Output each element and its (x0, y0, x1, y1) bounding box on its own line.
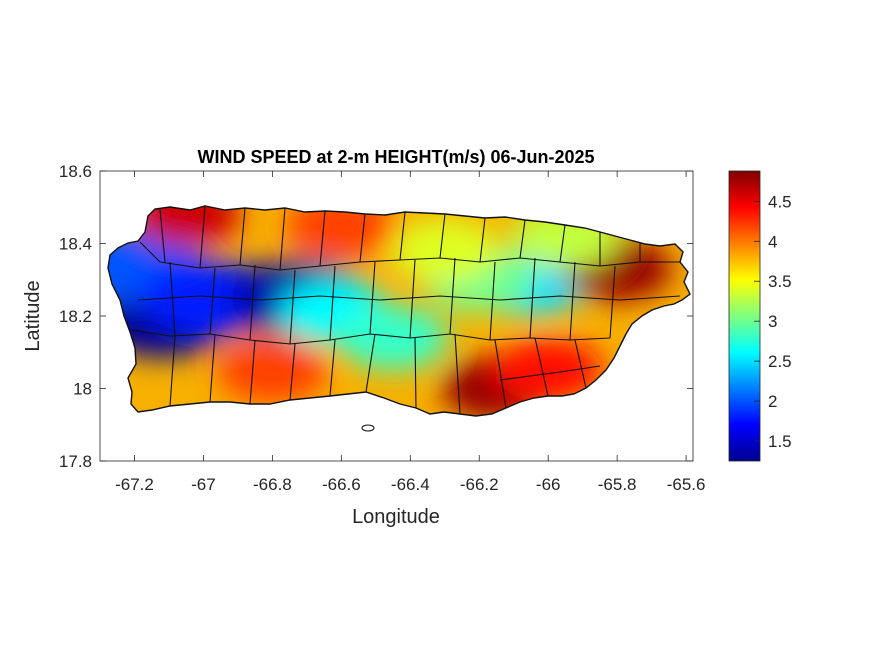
y-tick-label: 18.6 (59, 162, 92, 181)
municipality-boundary (449, 257, 456, 335)
municipality-boundary (414, 337, 417, 409)
colorbar-tick-label: 2.5 (768, 352, 792, 371)
colorbar-tick-label: 4 (768, 232, 777, 251)
y-tick-label: 18.4 (59, 235, 92, 254)
municipality-boundary (209, 333, 216, 403)
municipality-boundary (534, 337, 549, 397)
x-tick-label: -66.6 (322, 475, 361, 494)
wind-speed-hotspot (389, 218, 500, 283)
municipality-boundary (169, 261, 176, 337)
x-tick-label: -67 (191, 475, 216, 494)
municipality-boundary (169, 335, 176, 407)
x-tick-label: -66.4 (391, 475, 430, 494)
colorbar-ticks: 1.5 2 2.5 3 3.5 4 4.5 (754, 192, 792, 451)
municipality-boundary (289, 269, 296, 345)
municipality-boundary (499, 365, 601, 381)
wind-speed-hotspot (493, 338, 604, 403)
colorbar (728, 170, 761, 462)
y-axis: 17.8 18 18.2 18.4 18.6 (59, 162, 693, 471)
chart-title: WIND SPEED at 2-m HEIGHT(m/s) 06-Jun-202… (197, 147, 594, 167)
municipality-boundary (489, 261, 496, 341)
x-tick-label: -66 (536, 475, 561, 494)
municipality-boundaries (131, 205, 681, 415)
y-axis-label: Latitude (22, 280, 44, 351)
municipality-boundary (329, 339, 336, 397)
municipality-boundary (479, 217, 486, 263)
colorbar-tick-label: 3 (768, 312, 777, 331)
x-tick-label: -65.6 (667, 475, 706, 494)
municipality-boundary (559, 224, 566, 263)
municipality-boundary (137, 295, 681, 301)
municipality-boundary (399, 211, 406, 261)
municipality-boundary (319, 210, 326, 267)
y-tick-label: 18 (73, 380, 92, 399)
municipality-boundary (329, 265, 336, 341)
municipality-boundary (439, 213, 446, 259)
municipality-boundary (409, 259, 416, 339)
x-tick-label: -66.8 (253, 475, 292, 494)
wind-speed-hotspot (131, 206, 242, 247)
y-tick-label: 18.2 (59, 307, 92, 326)
x-axis: -67.2 -67 -66.8 -66.6 -66.4 -66.2 -66 -65.8 -65.… (115, 171, 705, 494)
colorbar-tick-label: 2 (768, 392, 777, 411)
municipality-boundary (609, 265, 616, 339)
municipality-boundary (249, 264, 256, 341)
caja-de-muertos-island (361, 424, 375, 432)
municipality-boundary (249, 339, 256, 405)
municipality-boundary (369, 261, 376, 335)
municipality-boundary (199, 205, 206, 269)
municipality-boundary (569, 261, 576, 341)
colorbar-tick-label: 3.5 (768, 272, 792, 291)
municipality-boundary (289, 343, 296, 401)
x-tick-label: -65.8 (598, 475, 637, 494)
municipality-boundary (365, 333, 376, 393)
municipality-boundary (359, 213, 366, 263)
colorbar-tick-label: 4.5 (768, 192, 792, 211)
x-axis-label: Longitude (352, 506, 440, 528)
municipality-boundary (574, 339, 587, 389)
municipality-boundary (209, 267, 216, 335)
municipality-boundary (239, 207, 246, 266)
x-tick-label: -67.2 (115, 475, 154, 494)
y-tick-label: 17.8 (59, 452, 92, 471)
x-tick-label: -66.2 (460, 475, 499, 494)
wind-speed-hotspot (338, 305, 449, 370)
municipality-boundary (494, 339, 507, 409)
wind-speed-hotspot (217, 338, 328, 403)
municipality-boundary (519, 219, 526, 259)
colorbar-tick-label: 1.5 (768, 432, 792, 451)
municipality-boundary (159, 208, 166, 263)
coastline (107, 205, 691, 417)
municipality-boundary (454, 333, 461, 415)
municipality-boundary (279, 207, 286, 271)
